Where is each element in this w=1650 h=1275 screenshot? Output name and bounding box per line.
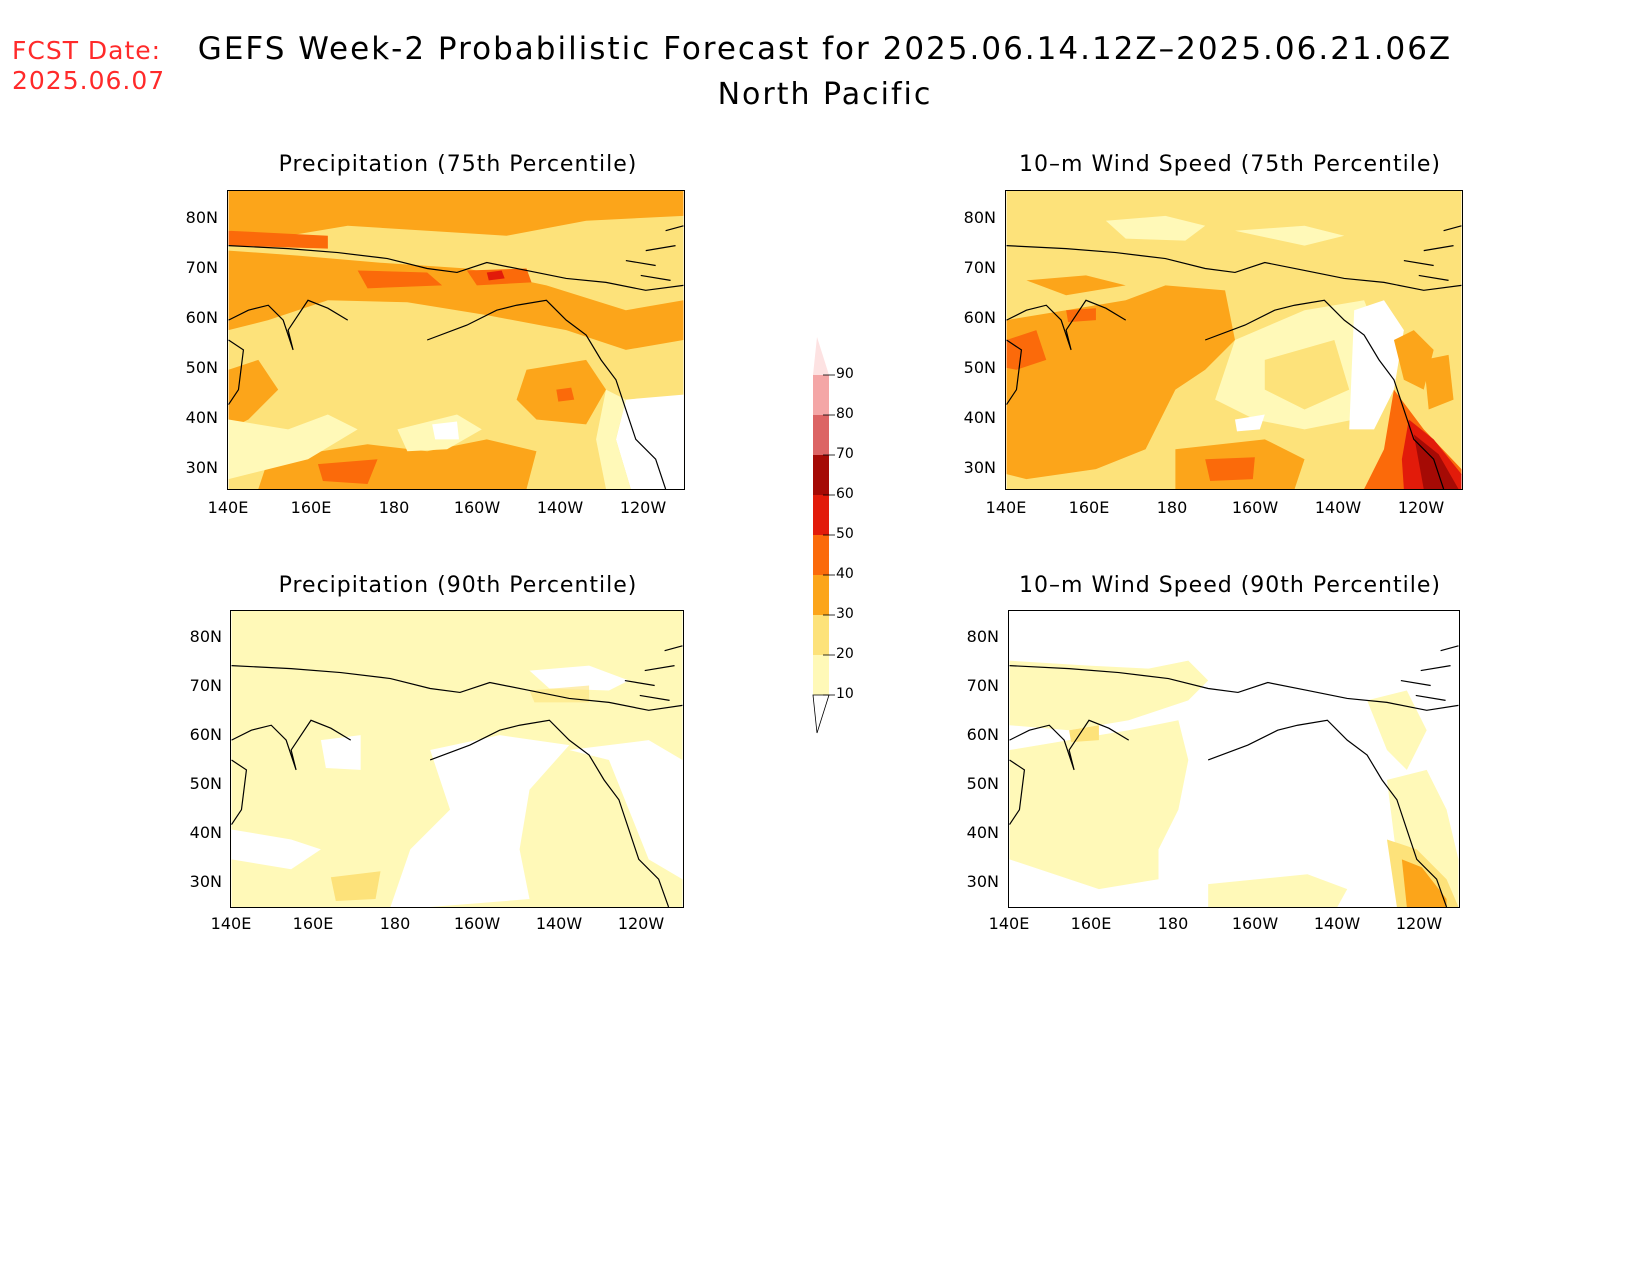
lat-label: 70N (963, 258, 996, 277)
colorbar-band (813, 455, 829, 495)
colorbar-tick-label: 10 (836, 686, 854, 702)
colorbar-tick-label: 90 (836, 366, 854, 382)
lat-label: 50N (189, 774, 222, 793)
panel-wind-90: 10–m Wind Speed (90th Percentile) 80N 70… (966, 573, 1460, 933)
fcst-date-label: FCST Date: 2025.06.07 (12, 36, 165, 96)
lat-label: 50N (966, 774, 999, 793)
lat-label: 80N (185, 208, 218, 227)
lon-label: 140E (988, 914, 1030, 933)
lon-label: 160W (1231, 914, 1279, 933)
colorbar-band (813, 535, 829, 575)
lat-label: 40N (963, 408, 996, 427)
lon-label: 160E (292, 914, 334, 933)
panel-precip-90: Precipitation (90th Percentile) 80N 70N … (0, 0, 700, 940)
lat-label: 80N (966, 627, 999, 646)
panel-title: 10–m Wind Speed (90th Percentile) (1019, 573, 1441, 598)
lat-label: 70N (189, 676, 222, 695)
lat-label: 40N (185, 408, 218, 427)
colorbar-tick-label: 50 (836, 526, 854, 542)
lon-label: 140W (536, 498, 584, 517)
lat-label: 60N (963, 308, 996, 327)
lon-label: 160E (290, 498, 332, 517)
fcst-date-value: 2025.06.07 (12, 66, 166, 95)
map-precip-75 (227, 190, 685, 490)
lat-label: 30N (185, 458, 218, 477)
lon-label: 140W (1314, 498, 1362, 517)
fcst-label-text: FCST Date: (12, 36, 162, 65)
lon-label: 180 (379, 914, 411, 933)
page-title: GEFS Week-2 Probabilistic Forecast for 2… (197, 31, 1453, 67)
lon-label: 140W (535, 914, 583, 933)
lon-label: 160E (1068, 498, 1110, 517)
lat-label: 80N (189, 627, 222, 646)
lon-label: 120W (1397, 498, 1445, 517)
lat-label: 40N (966, 823, 999, 842)
lon-label: 180 (1156, 498, 1188, 517)
panel-title: Precipitation (90th Percentile) (278, 573, 638, 598)
colorbar-tick-label: 80 (836, 406, 854, 422)
colorbar-band (813, 575, 829, 615)
colorbar-tick-label: 70 (836, 446, 854, 462)
lon-label: 140E (210, 914, 252, 933)
lat-label: 60N (966, 725, 999, 744)
lon-label: 140E (207, 498, 249, 517)
lon-label: 160W (1231, 498, 1279, 517)
colorbar-band (813, 375, 829, 415)
lat-label: 30N (966, 872, 999, 891)
lat-label: 40N (189, 823, 222, 842)
colorbar-tick-label: 60 (836, 486, 854, 502)
lon-label: 140E (985, 498, 1027, 517)
lon-label: 120W (1395, 914, 1443, 933)
lat-label: 60N (185, 308, 218, 327)
lon-label: 140W (1313, 914, 1361, 933)
colorbar-tick-label: 20 (836, 646, 854, 662)
lon-label: 120W (619, 498, 667, 517)
lat-label: 70N (185, 258, 218, 277)
lat-label: 80N (963, 208, 996, 227)
panel-title: 10–m Wind Speed (75th Percentile) (1019, 152, 1441, 177)
panel-precip-75: Precipitation (75th Percentile) 80N 70N … (0, 0, 700, 540)
colorbar-tick-label: 40 (836, 566, 854, 582)
colorbar-scale (812, 337, 835, 734)
lon-label: 180 (1157, 914, 1189, 933)
lat-label: 70N (966, 676, 999, 695)
lat-label: 50N (963, 358, 996, 377)
lon-label: 120W (617, 914, 665, 933)
lon-label: 160W (453, 914, 501, 933)
map-wind-90 (1008, 610, 1460, 908)
colorbar-upper-wedge (813, 337, 829, 375)
panel-title: Precipitation (75th Percentile) (278, 152, 638, 177)
colorbar-band (813, 495, 829, 535)
colorbar-band (813, 615, 829, 655)
map-precip-90 (230, 610, 684, 908)
page-subtitle: North Pacific (717, 77, 933, 112)
panel-wind-75: 10–m Wind Speed (75th Percentile) 80N 70… (0, 0, 1650, 540)
lat-label: 60N (189, 725, 222, 744)
colorbar-band (813, 655, 829, 695)
colorbar-tick-label: 30 (836, 606, 854, 622)
lat-label: 30N (963, 458, 996, 477)
colorbar-lower-wedge (812, 694, 830, 734)
colorbar-band (813, 415, 829, 455)
lat-label: 30N (189, 872, 222, 891)
lon-label: 160W (453, 498, 501, 517)
map-wind-75 (1005, 190, 1463, 490)
lon-label: 180 (378, 498, 410, 517)
lon-label: 160E (1070, 914, 1112, 933)
colorbar-legend: 10 20 30 40 50 60 70 80 90 (805, 335, 885, 745)
lat-label: 50N (185, 358, 218, 377)
